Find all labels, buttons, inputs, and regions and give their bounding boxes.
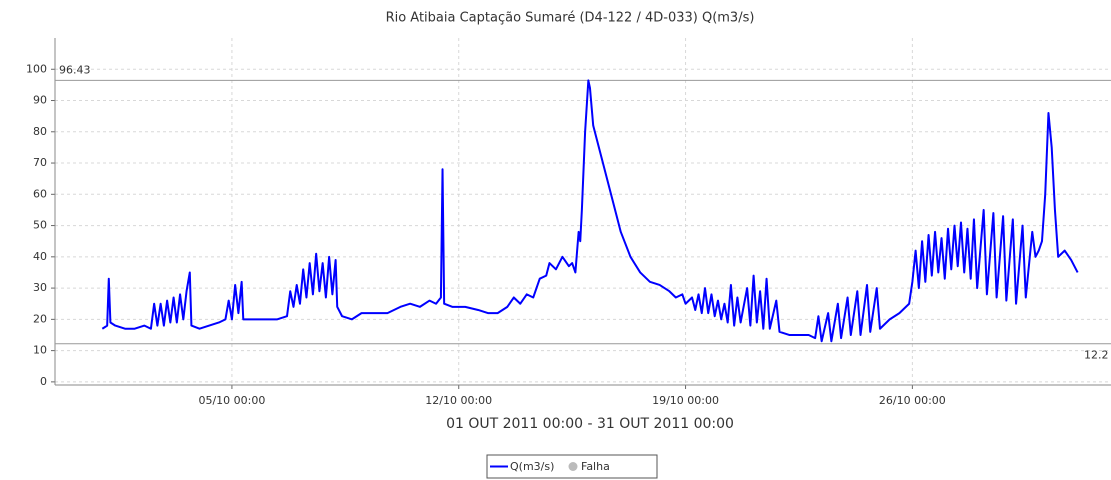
x-tick-label: 05/10 00:00: [198, 394, 265, 407]
series-line: [101, 79, 1079, 343]
y-tick-label: 100: [26, 62, 47, 75]
x-tick-label: 12/10 00:00: [425, 394, 492, 407]
max-label: 96.43: [59, 63, 91, 76]
y-tick-label: 40: [33, 250, 47, 263]
x-axis-label: 01 OUT 2011 00:00 - 31 OUT 2011 00:00: [446, 416, 734, 432]
chart-title: Rio Atibaia Captação Sumaré (D4-122 / 4D…: [386, 11, 755, 26]
y-tick-label: 10: [33, 344, 47, 357]
y-tick-label: 90: [33, 94, 47, 107]
x-tick-label: 19/10 00:00: [652, 394, 719, 407]
y-tick-label: 60: [33, 187, 47, 200]
y-tick-label: 50: [33, 219, 47, 232]
y-tick-label: 20: [33, 312, 47, 325]
plot-area: [55, 38, 1111, 385]
y-tick-label: 30: [33, 281, 47, 294]
x-tick-label: 26/10 00:00: [879, 394, 946, 407]
legend-label: Q(m3/s): [510, 460, 554, 473]
y-tick-label: 70: [33, 156, 47, 169]
min-label: 12.2: [1084, 349, 1109, 362]
legend-label: Falha: [581, 460, 610, 473]
legend-dot: [568, 462, 578, 471]
y-tick-label: 0: [40, 375, 47, 388]
y-tick-label: 80: [33, 125, 47, 138]
